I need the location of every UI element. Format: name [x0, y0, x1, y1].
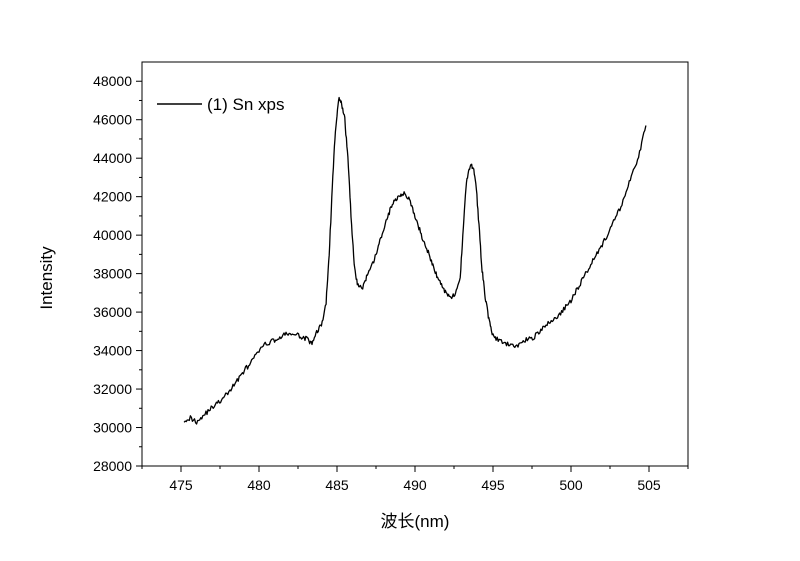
y-tick-label: 46000: [93, 112, 132, 128]
series-layer: [183, 96, 647, 425]
x-tick-label: 490: [403, 477, 427, 493]
y-tick-label: 38000: [93, 266, 132, 282]
y-tick-label: 28000: [93, 458, 132, 474]
y-tick-label: 34000: [93, 343, 132, 359]
x-tick-label: 475: [169, 477, 193, 493]
y-tick-label: 42000: [93, 189, 132, 205]
x-tick-label: 485: [325, 477, 349, 493]
x-tick-label: 505: [637, 477, 661, 493]
y-tick-label: 48000: [93, 73, 132, 89]
x-axis-label: 波长(nm): [381, 512, 450, 531]
plot-frame: [141, 61, 689, 467]
legend-label-sn-xps: (1) Sn xps: [207, 95, 284, 114]
series-line-0: [183, 96, 647, 425]
y-axis-label: Intensity: [37, 246, 56, 310]
y-tick-label: 44000: [93, 150, 132, 166]
y-tick-label: 40000: [93, 227, 132, 243]
y-tick-label: 36000: [93, 304, 132, 320]
legend: (1) Sn xps: [157, 95, 284, 114]
x-tick-label: 480: [247, 477, 271, 493]
y-tick-label: 30000: [93, 420, 132, 436]
y-tick-label: 32000: [93, 381, 132, 397]
axis-ticks: 475 480 485 490 495 500 505 28000 30000 32000 3400…: [93, 73, 689, 493]
x-tick-label: 495: [481, 477, 505, 493]
x-tick-label: 500: [559, 477, 583, 493]
